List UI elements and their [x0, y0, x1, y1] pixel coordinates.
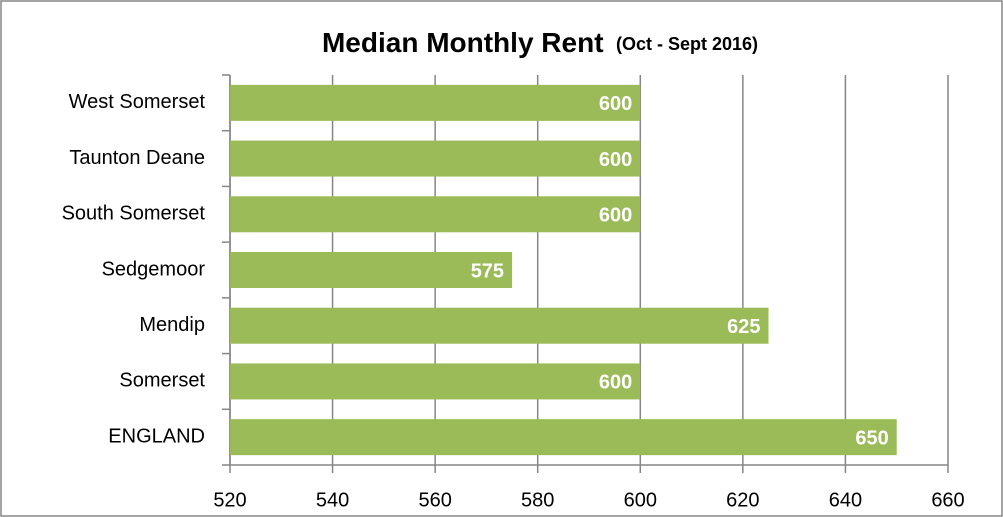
bar — [230, 419, 897, 456]
y-tick-label: West Somerset — [69, 91, 206, 113]
y-tick-label: Sedgemoor — [102, 258, 206, 280]
bar — [230, 196, 641, 233]
bar — [230, 140, 641, 177]
x-tick-label: 600 — [624, 489, 657, 511]
data-label: 600 — [599, 372, 632, 394]
x-tick-label: 580 — [521, 489, 554, 511]
y-tick-label: Mendip — [139, 314, 205, 336]
data-label: 600 — [599, 93, 632, 115]
x-tick-label: 620 — [726, 489, 759, 511]
chart-title-group: Median Monthly Rent (Oct - Sept 2016) — [322, 27, 758, 58]
x-tick-label: 660 — [931, 489, 964, 511]
bar — [230, 252, 513, 288]
data-label: 575 — [471, 260, 504, 282]
data-label: 600 — [599, 205, 632, 227]
data-label: 650 — [855, 427, 888, 449]
y-tick-label: ENGLAND — [108, 425, 205, 447]
bar — [230, 363, 641, 400]
bar — [230, 84, 641, 121]
bar — [230, 307, 769, 344]
y-tick-label: Somerset — [119, 370, 205, 392]
x-tick-label: 560 — [418, 489, 451, 511]
x-tick-label: 640 — [829, 489, 862, 511]
chart-subtitle: (Oct - Sept 2016) — [616, 34, 758, 54]
chart-title: Median Monthly Rent — [322, 27, 604, 58]
data-label: 625 — [727, 316, 760, 338]
y-tick-label: South Somerset — [62, 203, 206, 225]
x-tick-label: 540 — [316, 489, 349, 511]
x-tick-label: 520 — [213, 489, 246, 511]
data-label: 600 — [599, 149, 632, 171]
y-tick-label: Taunton Deane — [69, 147, 205, 169]
